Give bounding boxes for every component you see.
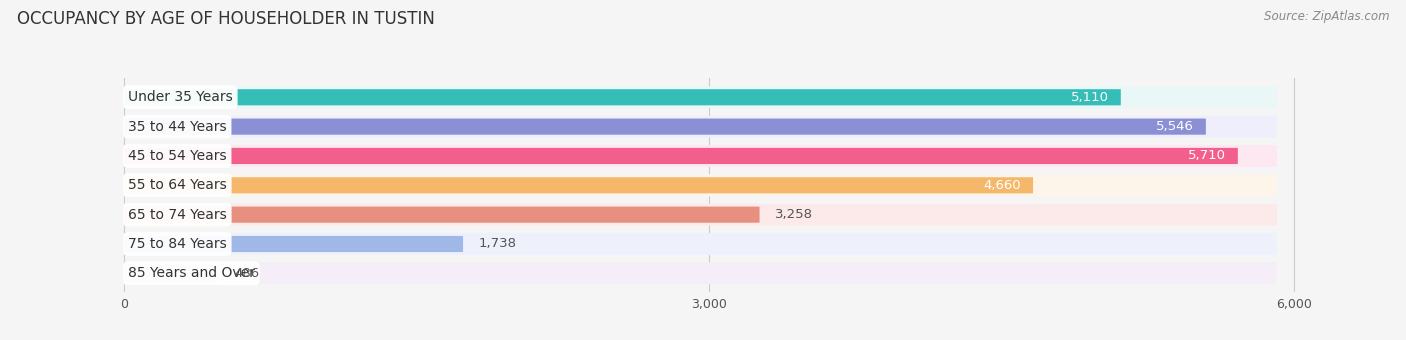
Text: Source: ZipAtlas.com: Source: ZipAtlas.com	[1264, 10, 1389, 23]
Text: 35 to 44 Years: 35 to 44 Years	[128, 120, 226, 134]
Text: 75 to 84 Years: 75 to 84 Years	[128, 237, 226, 251]
Text: 55 to 64 Years: 55 to 64 Years	[128, 178, 226, 192]
Text: 5,546: 5,546	[1156, 120, 1194, 133]
FancyBboxPatch shape	[124, 116, 1277, 138]
Text: 5,110: 5,110	[1071, 91, 1109, 104]
FancyBboxPatch shape	[124, 174, 1277, 196]
Text: 5,710: 5,710	[1188, 150, 1226, 163]
FancyBboxPatch shape	[124, 233, 1277, 255]
Text: 1,738: 1,738	[478, 237, 516, 251]
FancyBboxPatch shape	[124, 262, 1277, 284]
FancyBboxPatch shape	[124, 86, 1277, 108]
Text: 486: 486	[235, 267, 260, 280]
FancyBboxPatch shape	[124, 89, 1121, 105]
Text: 85 Years and Over: 85 Years and Over	[128, 266, 254, 280]
FancyBboxPatch shape	[124, 207, 759, 223]
FancyBboxPatch shape	[124, 119, 1206, 135]
Text: OCCUPANCY BY AGE OF HOUSEHOLDER IN TUSTIN: OCCUPANCY BY AGE OF HOUSEHOLDER IN TUSTI…	[17, 10, 434, 28]
FancyBboxPatch shape	[124, 145, 1277, 167]
Text: 3,258: 3,258	[775, 208, 813, 221]
Text: 45 to 54 Years: 45 to 54 Years	[128, 149, 226, 163]
FancyBboxPatch shape	[124, 265, 219, 282]
Text: 65 to 74 Years: 65 to 74 Years	[128, 208, 226, 222]
Text: Under 35 Years: Under 35 Years	[128, 90, 233, 104]
FancyBboxPatch shape	[124, 148, 1237, 164]
Text: 4,660: 4,660	[984, 179, 1021, 192]
FancyBboxPatch shape	[124, 177, 1033, 193]
FancyBboxPatch shape	[124, 204, 1277, 226]
FancyBboxPatch shape	[124, 236, 463, 252]
